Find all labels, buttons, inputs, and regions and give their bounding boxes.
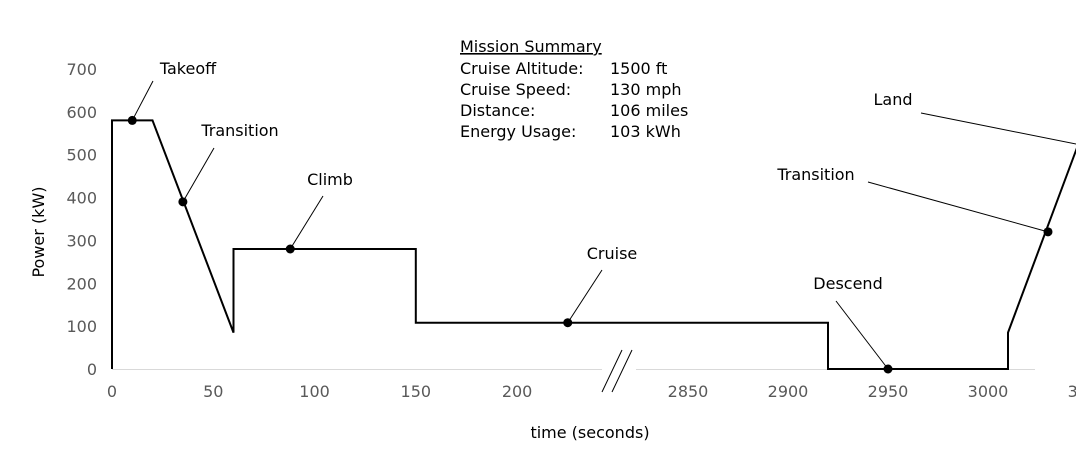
x-tick-label: 150 [401,382,432,401]
y-tick-label: 0 [87,360,97,379]
annotation-label: Transition [200,121,278,140]
annotation-label: Takeoff [159,59,217,78]
y-tick-label: 600 [66,103,97,122]
annotation-label: Cruise [587,244,638,263]
axis-break-slash [601,349,623,393]
y-tick-label: 400 [66,189,97,208]
x-tick-label: 3050 [1068,382,1076,401]
annotation-leader [867,181,1049,233]
summary-row-label: Cruise Altitude: [460,59,584,78]
y-tick-label: 700 [66,60,97,79]
x-tick-label: 2850 [668,382,709,401]
y-tick-label: 100 [66,317,97,336]
x-tick-label: 100 [299,382,330,401]
summary-row-label: Cruise Speed: [460,80,571,99]
y-tick-label: 500 [66,146,97,165]
annotation-label: Land [873,90,912,109]
summary-row-value: 103 kWh [610,122,681,141]
annotation-label: Transition [776,165,854,184]
phase-marker [563,318,573,328]
mission-summary: Mission Summary Cruise Altitude: 1500 ft C… [460,37,688,141]
phase-marker [883,364,893,374]
axis-break-slash [611,349,633,393]
phase-marker [178,197,188,207]
phase-annotations: Takeoff Transition Climb Cruise Descend Trans… [127,59,1076,374]
annotation-leader [835,300,889,370]
annotation-leader [182,147,215,203]
summary-row-label: Distance: [460,101,535,120]
phase-marker [285,244,295,254]
y-axis-title: Power (kW) [29,186,48,277]
x-tick-label: 200 [502,382,533,401]
phase-marker [127,115,137,125]
y-tick-label: 300 [66,231,97,250]
y-axis-ticks: 0 100 200 300 400 500 600 700 [66,60,97,379]
mission-summary-title: Mission Summary [460,37,602,56]
annotation-label: Descend [813,274,882,293]
x-tick-label: 0 [107,382,117,401]
annotation-leader [567,269,603,323]
x-tick-label: 3000 [968,382,1009,401]
x-axis-break-marker [601,349,633,393]
summary-row-label: Energy Usage: [460,122,576,141]
x-axis-title: time (seconds) [530,423,649,442]
summary-row-value: 1500 ft [610,59,667,78]
x-axis-ticks: 050100150200285029002950300030503100 [107,382,1076,401]
x-tick-label: 50 [203,382,223,401]
annotation-label: Climb [307,170,353,189]
x-tick-label: 2950 [868,382,909,401]
summary-row-value: 130 mph [610,80,682,99]
power-profile-line [111,119,1076,370]
summary-row-value: 106 miles [610,101,688,120]
annotation-leader [131,80,154,121]
annotation-leader [289,195,324,250]
phase-marker [1043,227,1053,237]
annotation-leader [920,112,1076,145]
x-tick-label: 2900 [768,382,809,401]
y-tick-label: 200 [66,274,97,293]
